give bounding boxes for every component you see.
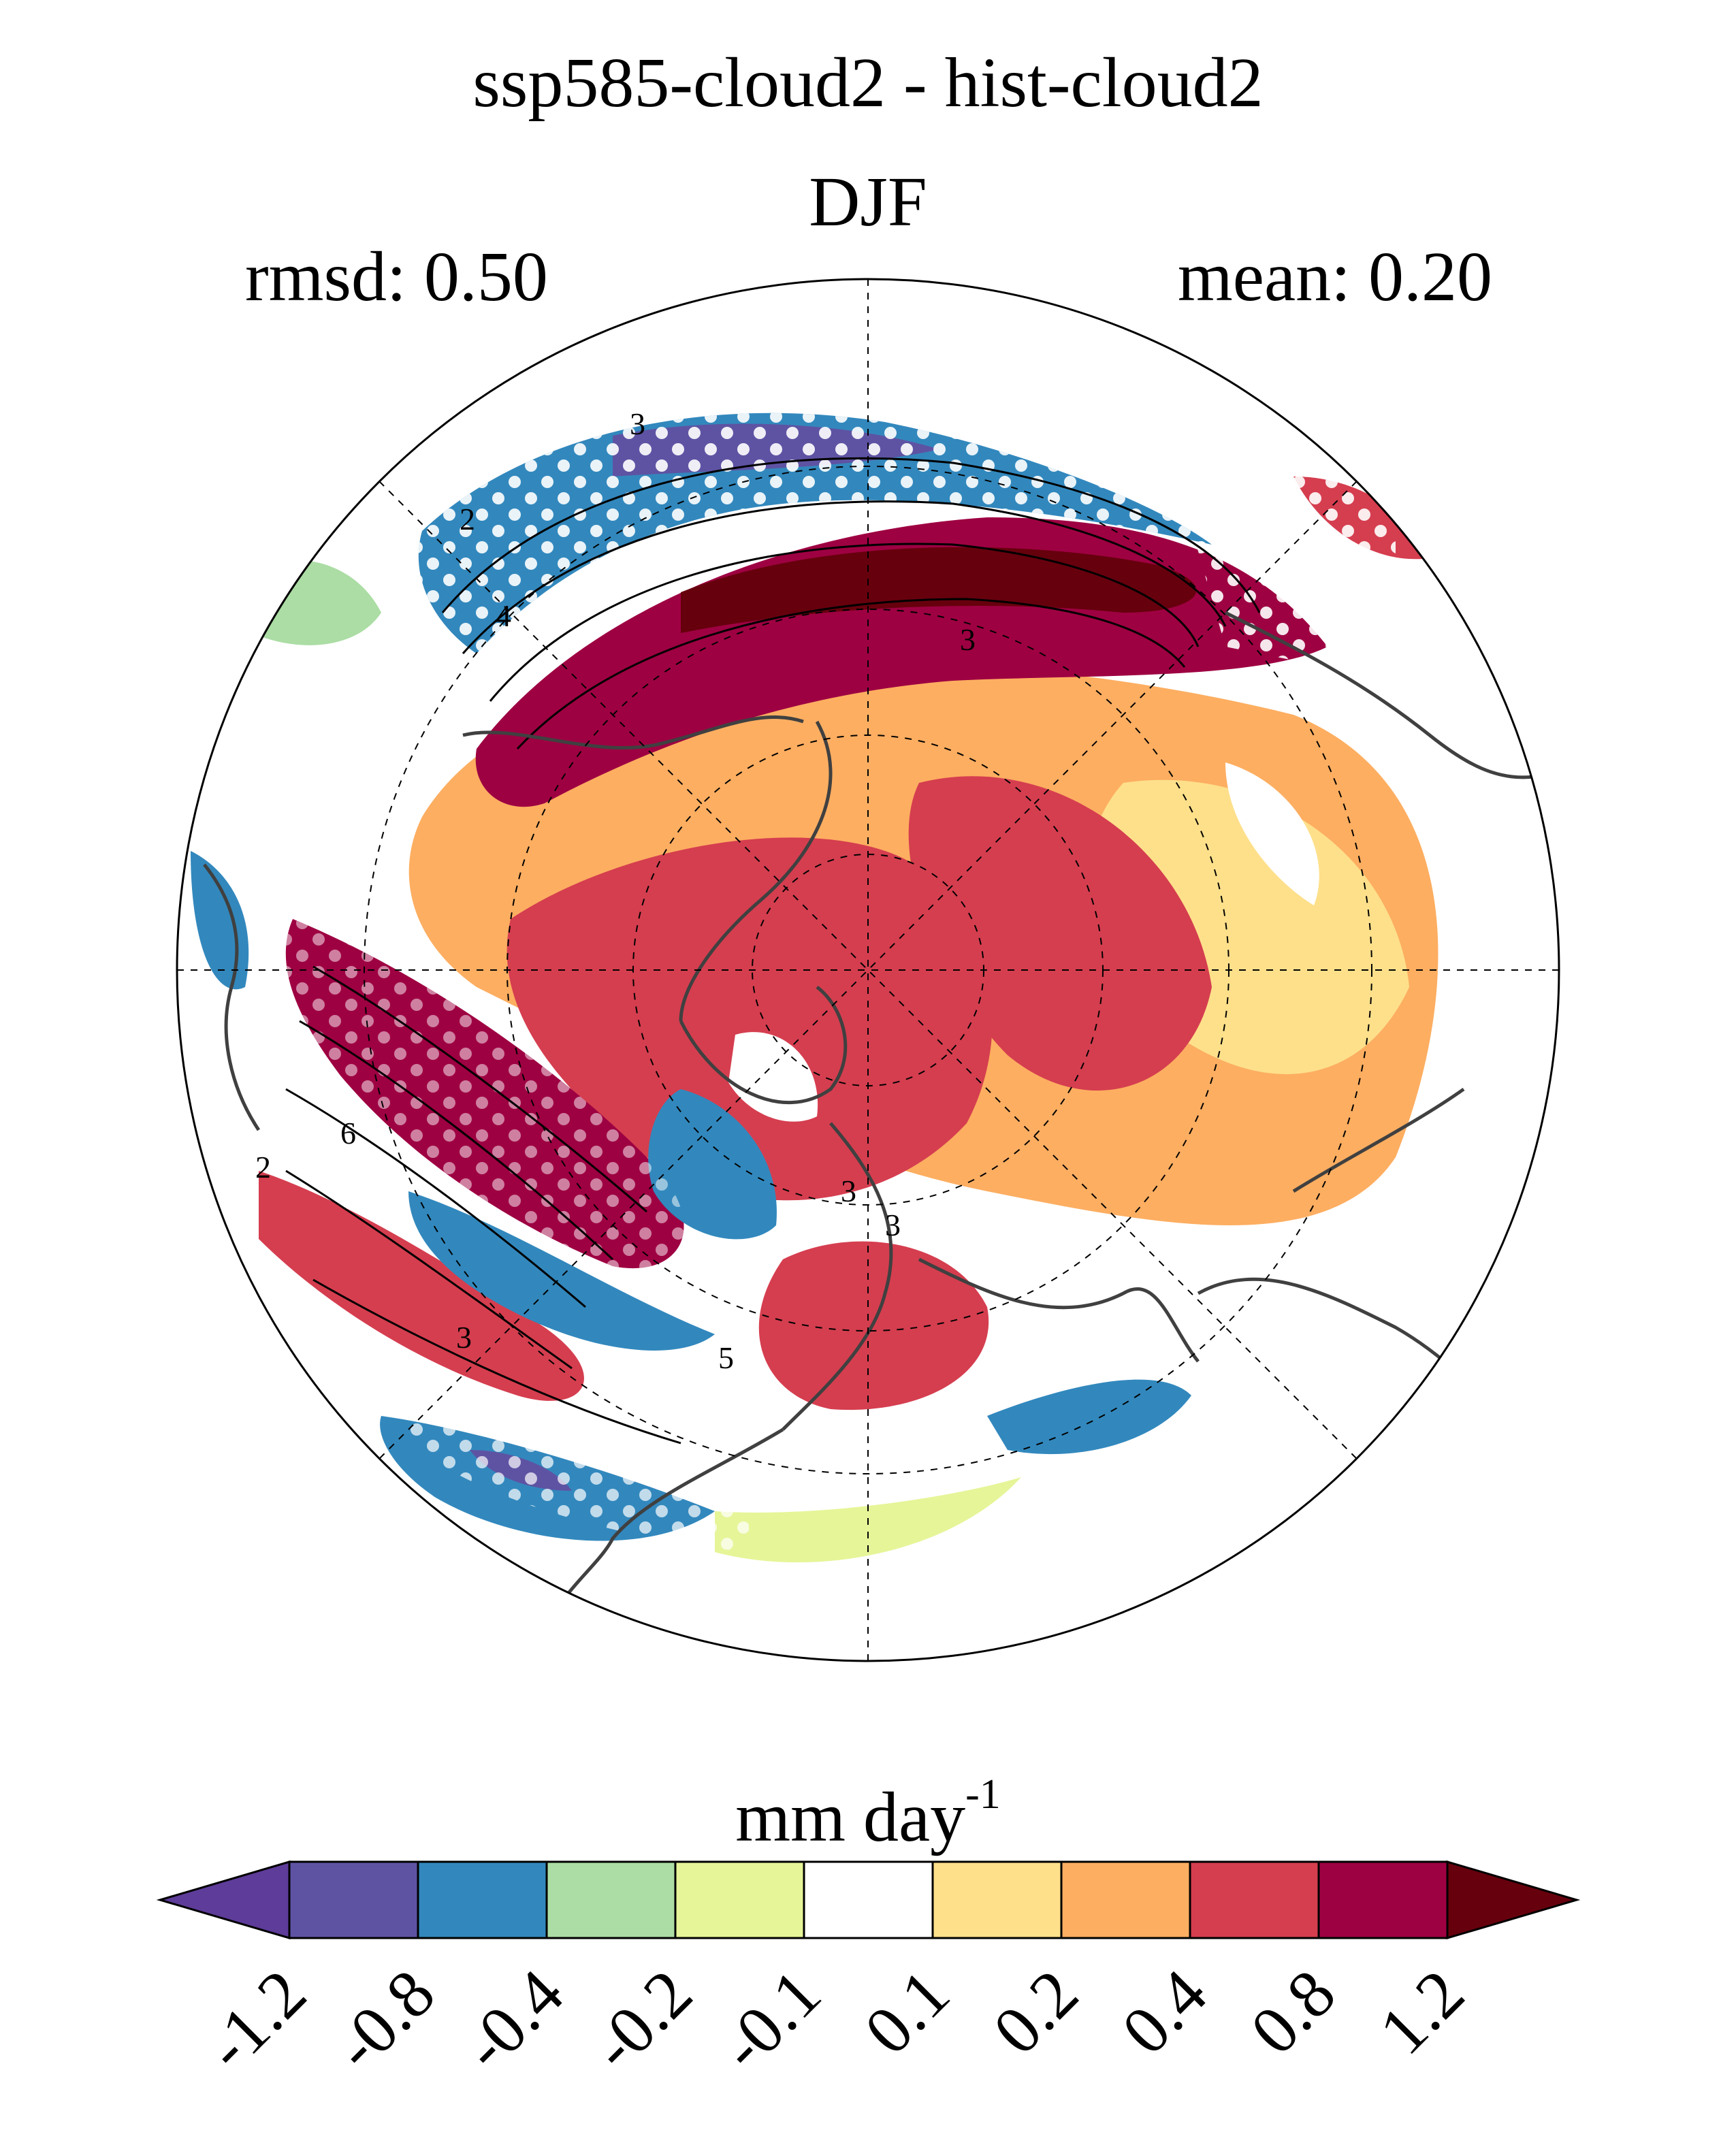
contour-label: 3 [456, 1320, 472, 1355]
coastlines [203, 611, 1539, 1634]
colorbar-tick-label: 0.2 [979, 1955, 1093, 2069]
colorbar-tick-label: -0.4 [448, 1955, 577, 2084]
colorbar-tick-label: -0.8 [319, 1955, 449, 2084]
colorbar-extend-high [1446, 1860, 1581, 1940]
colorbar-tick-label: 0.1 [850, 1955, 964, 2069]
colorbar-box [674, 1860, 805, 1939]
contour-label: 6 [340, 1116, 356, 1150]
contour-label: 3 [885, 1208, 901, 1242]
units-base: mm day [735, 1778, 966, 1856]
contour-label: 3 [960, 622, 976, 657]
colorbar-units: mm day-1 [0, 1773, 1736, 1853]
mean-stat: mean: 0.20 [1177, 238, 1492, 316]
contour-label: 4 [496, 598, 511, 633]
colorbar-tick-label: -0.2 [577, 1955, 706, 2084]
colorbar-tick-label: -1.2 [191, 1955, 320, 2084]
map-field [177, 279, 1559, 1661]
colorbar-tick-label: 0.4 [1108, 1955, 1221, 2069]
contour-labels: 3 2 4 3 6 2 3 5 3 3 [255, 406, 976, 1375]
colorbar-box [803, 1860, 934, 1939]
contour-label: 2 [255, 1150, 271, 1184]
contour-label: 3 [841, 1174, 856, 1208]
contour-label: 5 [718, 1340, 734, 1375]
contour-label: 2 [460, 502, 475, 536]
colorbar-box [1317, 1860, 1449, 1939]
contour-lines [285, 457, 1261, 1445]
rmsd-stat: rmsd: 0.50 [245, 238, 548, 316]
graticule [177, 279, 1559, 1661]
colorbar-box [545, 1860, 677, 1939]
units-exponent: -1 [965, 1771, 1001, 1818]
colorbar-tick-label: 1.2 [1365, 1955, 1479, 2069]
colorbar-box [1189, 1860, 1320, 1939]
colorbar: -1.2-0.8-0.4-0.2-0.1 0.1 0.2 0.4 0.8 1.2 [156, 1860, 1581, 2085]
season-label: DJF [809, 163, 927, 241]
colorbar-box [288, 1860, 419, 1939]
polar-map: 3 2 4 3 6 2 3 5 3 3 [176, 278, 1560, 1662]
colorbar-tick-label: -0.1 [705, 1955, 835, 2084]
colorbar-box [931, 1860, 1063, 1939]
colorbar-tick-label: 0.8 [1236, 1955, 1350, 2069]
contour-label: 3 [630, 406, 645, 441]
colorbar-box [1060, 1860, 1191, 1939]
figure-title: ssp585-cloud2 - hist-cloud2 [472, 44, 1264, 122]
map-boundary [176, 278, 1560, 1662]
colorbar-extend-low [156, 1860, 291, 1940]
colorbar-box [417, 1860, 548, 1939]
